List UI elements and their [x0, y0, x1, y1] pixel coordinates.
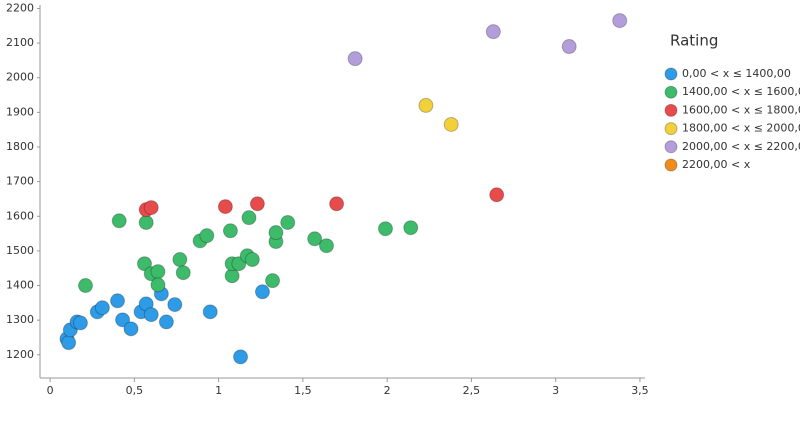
- point: [265, 273, 281, 289]
- point: [136, 256, 152, 272]
- x-tick-label: 3,5: [631, 384, 649, 397]
- legend-label: 1600,00 < x ≤ 1800,00: [682, 103, 800, 116]
- point: [249, 196, 265, 212]
- y-tick-label: 1800: [6, 140, 34, 153]
- x-tick-label: 1,5: [294, 384, 312, 397]
- x-tick-label: 1: [215, 384, 222, 397]
- legend-swatch: [664, 122, 678, 136]
- point: [61, 335, 77, 351]
- point: [110, 293, 126, 309]
- point: [111, 213, 127, 229]
- point: [241, 210, 257, 226]
- point: [158, 314, 174, 330]
- point: [318, 238, 334, 254]
- point: [138, 214, 154, 230]
- point: [612, 13, 628, 29]
- legend-label: 0,00 < x ≤ 1400,00: [682, 67, 791, 80]
- point: [377, 221, 393, 237]
- point: [403, 220, 419, 236]
- point: [244, 252, 260, 268]
- legend-swatch: [664, 85, 678, 99]
- y-tick-label: 1500: [6, 244, 34, 257]
- point: [489, 187, 505, 203]
- point: [78, 278, 94, 294]
- legend-swatch: [664, 67, 678, 81]
- point: [143, 307, 159, 323]
- point: [418, 97, 434, 113]
- point: [172, 252, 188, 268]
- point: [150, 277, 166, 293]
- legend-swatch: [664, 158, 678, 172]
- point: [443, 116, 459, 132]
- y-tick-label: 1400: [6, 279, 34, 292]
- y-tick-label: 2200: [6, 1, 34, 14]
- point: [222, 223, 238, 239]
- point: [167, 297, 183, 313]
- point: [123, 321, 139, 337]
- legend-label: 1800,00 < x ≤ 2000,00: [682, 122, 800, 135]
- x-tick-label: 2,5: [463, 384, 481, 397]
- y-tick-label: 1600: [6, 209, 34, 222]
- point: [561, 39, 577, 55]
- y-tick-label: 1700: [6, 175, 34, 188]
- point: [150, 264, 166, 280]
- point: [347, 51, 363, 67]
- point: [280, 214, 296, 230]
- legend-swatch: [664, 103, 678, 117]
- y-tick-label: 2100: [6, 36, 34, 49]
- legend-label: 2200,00 < x: [682, 158, 751, 171]
- point: [254, 284, 270, 300]
- legend-title: Rating: [670, 32, 718, 50]
- legend-label: 1400,00 < x ≤ 1600,00: [682, 85, 800, 98]
- point: [199, 228, 215, 244]
- point: [329, 196, 345, 212]
- point: [217, 199, 233, 215]
- x-tick-label: 0: [47, 384, 54, 397]
- y-tick-label: 1300: [6, 313, 34, 326]
- point: [202, 304, 218, 320]
- x-tick-label: 3: [552, 384, 559, 397]
- legend-swatch: [664, 140, 678, 154]
- x-tick-label: 0,5: [126, 384, 144, 397]
- point: [94, 300, 110, 316]
- y-tick-label: 1900: [6, 105, 34, 118]
- point: [268, 225, 284, 241]
- point: [115, 312, 131, 328]
- legend-label: 2000,00 < x ≤ 2200,00: [682, 140, 800, 153]
- point: [72, 315, 88, 331]
- point: [307, 231, 323, 247]
- point: [485, 24, 501, 40]
- point: [233, 349, 249, 365]
- point: [175, 265, 191, 281]
- x-tick-label: 2: [384, 384, 391, 397]
- y-tick-label: 2000: [6, 71, 34, 84]
- point: [143, 200, 159, 216]
- y-tick-label: 1200: [6, 348, 34, 361]
